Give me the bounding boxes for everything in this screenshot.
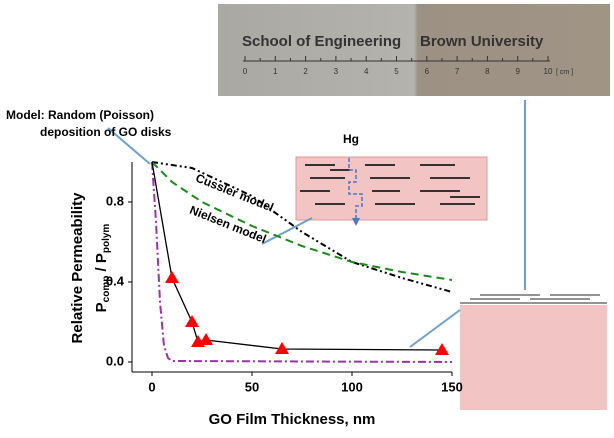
data-point [435,343,449,355]
annotation: Model: Random (Poisson) [6,108,154,122]
platelets [300,164,480,205]
hg-path [348,158,363,222]
y-tick-label: 0.4 [106,273,125,288]
y-tick-label: 0.0 [106,353,124,368]
photo-text: Brown University [420,33,544,50]
series-line [151,161,453,293]
ruler-label: 6 [425,67,430,76]
ruler-label: 7 [455,67,460,76]
y-tick-label: 0.8 [106,193,124,208]
series-line [151,161,453,281]
ruler-labels: 0 1 2 3 4 5 6 7 8 9 10[ cm ] [243,56,573,76]
data-point [165,271,179,283]
ruler-label: 8 [485,67,490,76]
x-tick-label: 50 [245,379,259,394]
inset-structure [295,156,488,221]
film-layers [460,294,607,304]
ruler-label: 4 [364,67,369,76]
x-tick-label: 100 [341,379,363,394]
x-tick-label: 0 [148,379,155,394]
ruler-label: 3 [334,67,339,76]
ruler-label: 9 [515,67,520,76]
connectors [107,100,526,348]
ruler-label: 2 [303,67,308,76]
film-substrate [460,305,607,410]
plot: 0 50 100 150 0.0 0.4 0.8 [106,161,463,394]
data-point [185,315,199,327]
y-axis-label: Pcomp / Ppolym [93,224,112,313]
ruler-label: 10 [544,67,553,76]
ruler-unit: [ cm ] [556,69,573,76]
ruler-label: 0 [243,67,248,76]
data-point [199,333,213,345]
photo [218,4,610,96]
y-axis-label: Relative Permeability [69,192,86,344]
series-label: Nielsen model [188,203,269,246]
photo-text: School of Engineering [242,33,401,50]
ruler-label: 1 [273,67,278,76]
data-point [275,342,289,354]
hg-label: Hg [343,132,359,146]
ruler-label: 5 [394,67,399,76]
series-line [151,161,453,363]
x-tick-label: 150 [441,379,463,394]
annotation: deposition of GO disks [40,125,172,139]
x-axis-label: GO Film Thickness, nm [209,411,376,428]
hg-arrow [352,218,360,226]
